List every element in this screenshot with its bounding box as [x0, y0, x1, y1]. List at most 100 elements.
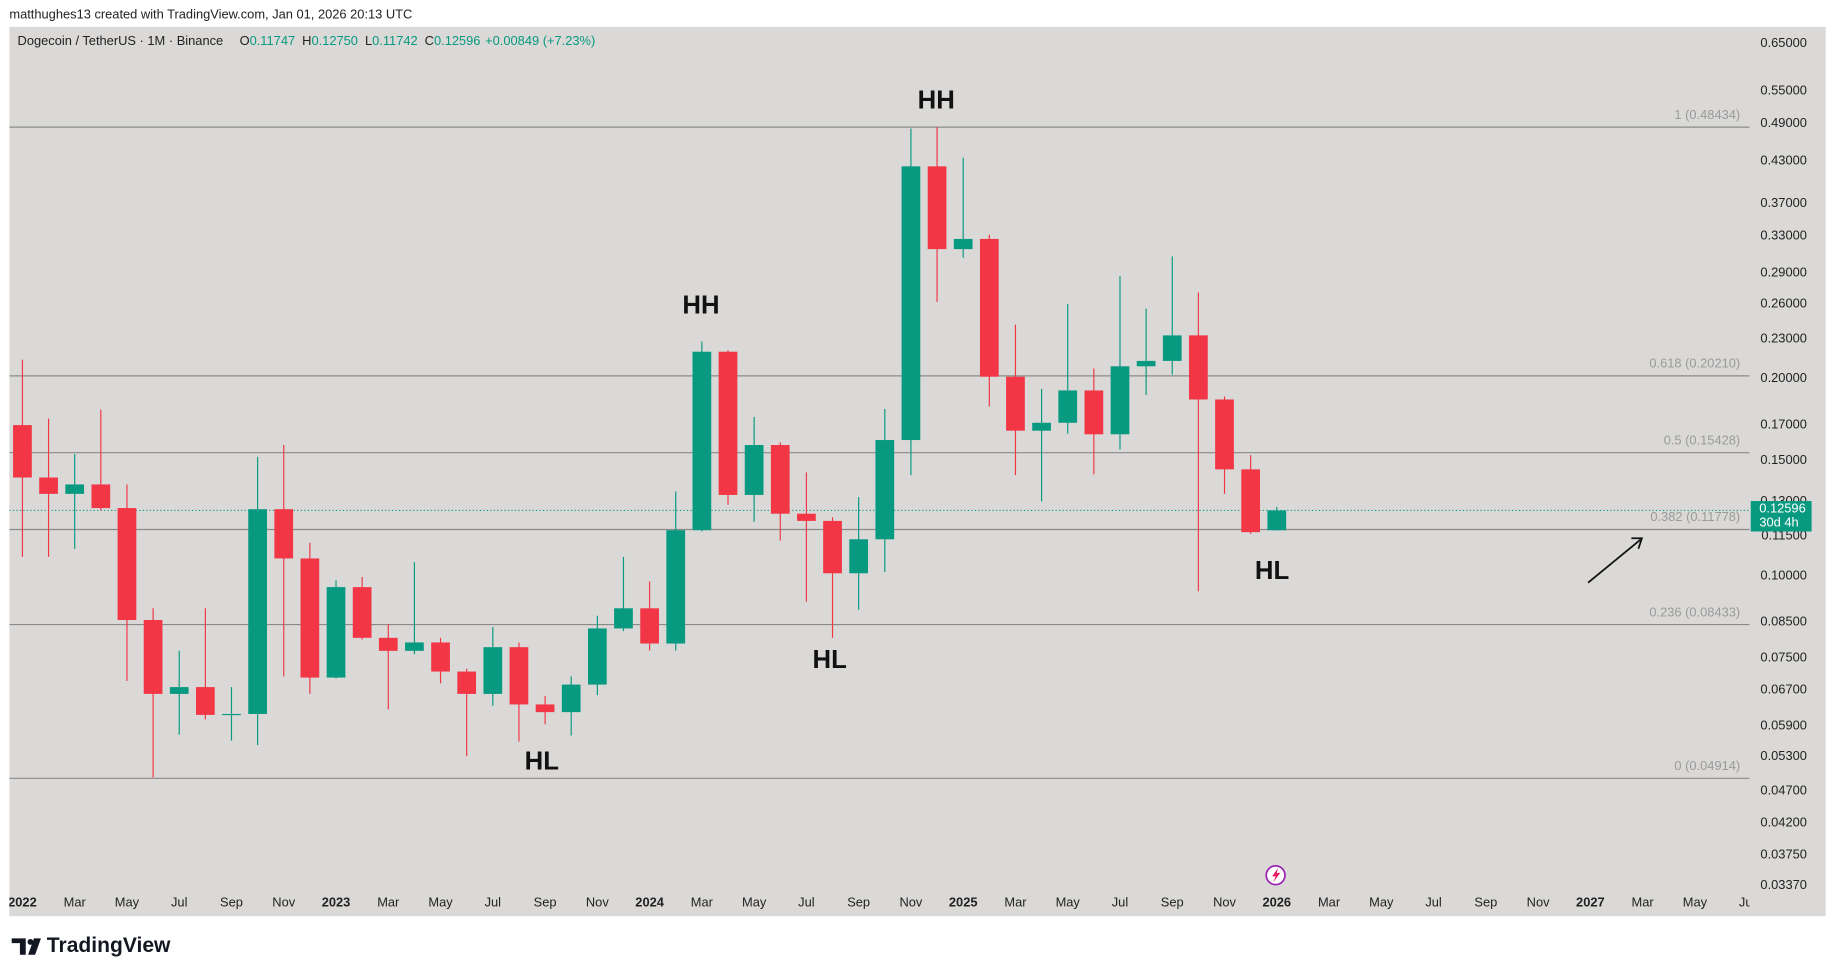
x-tick-label: May — [428, 895, 453, 910]
x-tick-label: Sep — [534, 895, 557, 910]
candle-body — [326, 587, 346, 678]
axes: 0.65000 0.55000 0.49000 0.43000 0.37000 0.330… — [1750, 35, 1812, 892]
candle-body — [1136, 360, 1156, 367]
x-tick-label: May — [742, 895, 767, 910]
candle-body — [1006, 376, 1025, 431]
candle-body — [718, 351, 738, 495]
candle-body — [431, 642, 450, 672]
annotation: HL — [813, 646, 847, 674]
candle-body — [692, 351, 712, 531]
y-tick-label: 0.05300 — [1760, 748, 1806, 763]
x-tick-label: 2026 — [1262, 895, 1291, 910]
candle-body — [1241, 469, 1261, 533]
chart-background — [9, 26, 1826, 917]
x-tick-label: Jul — [1425, 895, 1441, 910]
candle-body — [91, 484, 111, 509]
plot-area: 2022 Mar May Jul Sep Nov 2023 Mar May Jul Sep Nov 20… — [9, 107, 1755, 910]
fib-label: 0.382 (0.11778) — [1650, 509, 1740, 524]
fib-label: 0.618 (0.20210) — [1649, 356, 1740, 371]
price-tag-countdown: 30d 4h — [1759, 515, 1798, 530]
y-tick-label: 0.10000 — [1760, 567, 1806, 582]
ohlc-value: 0.12596 — [434, 34, 480, 49]
price-tag-value: 0.12596 — [1759, 501, 1805, 516]
candle-body — [849, 539, 869, 574]
x-tick-label: Sep — [847, 895, 870, 910]
x-tick-label: Mar — [377, 895, 400, 910]
candle-body — [1189, 335, 1208, 400]
ohlc-value: 0.11742 — [372, 34, 418, 49]
candle-body — [352, 587, 372, 638]
y-tick-label: 0.65000 — [1760, 35, 1806, 50]
y-tick-label: 0.06700 — [1760, 681, 1806, 696]
candle-body — [117, 508, 137, 621]
candle-body — [744, 445, 764, 495]
candle-body — [1162, 335, 1182, 361]
candle-body — [561, 684, 581, 713]
price-tag — [1750, 501, 1812, 532]
x-tick-label: 2027 — [1576, 895, 1605, 910]
x-tick-label: May — [115, 895, 140, 910]
y-tick-label: 0.07500 — [1760, 649, 1806, 664]
candle-body — [13, 425, 32, 478]
y-tick-label: 0.33000 — [1760, 228, 1806, 243]
x-tick-label: Mar — [64, 895, 87, 910]
candle-body — [901, 166, 921, 441]
candle-body — [953, 238, 973, 250]
y-tick-label: 0.55000 — [1760, 82, 1806, 97]
caption: matthughes13 created with TradingView.co… — [9, 7, 412, 22]
candle-body — [770, 445, 790, 514]
candle-body — [1110, 366, 1130, 435]
candle-body — [248, 509, 267, 714]
event-icon — [1265, 864, 1286, 886]
ohlc-value: 0.11747 — [250, 34, 296, 49]
x-tick-label: Sep — [1161, 895, 1184, 910]
x-tick-label: Nov — [1213, 895, 1236, 910]
brand-logo — [11, 938, 41, 955]
y-tick-label: 0.08500 — [1760, 614, 1806, 629]
candle-body — [823, 520, 842, 574]
candle-body — [457, 671, 477, 694]
y-tick-label: 0.03370 — [1760, 877, 1806, 892]
x-tick-label: Jul — [798, 895, 814, 910]
brand: TradingView — [47, 934, 171, 957]
y-tick-label: 0.17000 — [1760, 416, 1806, 431]
candle-body — [483, 647, 503, 694]
candle-body — [300, 558, 320, 678]
candle-body — [614, 608, 633, 629]
y-tick-label: 0.03750 — [1760, 847, 1806, 862]
y-tick-label: 0.43000 — [1760, 152, 1806, 167]
x-tick-label: Mar — [1004, 895, 1027, 910]
y-tick-label: 0.11500 — [1761, 528, 1807, 543]
x-tick-label: Nov — [899, 895, 922, 910]
candle-body — [405, 642, 424, 651]
arrow — [1587, 537, 1644, 584]
candle-body — [143, 620, 163, 694]
x-tick-label: Mar — [1318, 895, 1341, 910]
fib-label: 0 (0.04914) — [1674, 758, 1740, 773]
candle-body — [222, 713, 241, 716]
candle-body — [39, 477, 58, 494]
symbol: Dogecoin / TetherUS · 1M · Binance — [18, 34, 224, 49]
fib-label: 0.5 (0.15428) — [1664, 432, 1741, 447]
candle-body — [274, 509, 294, 559]
x-tick-label: Nov — [272, 895, 295, 910]
x-tick-label: Nov — [586, 895, 609, 910]
x-tick-label: May — [1056, 895, 1081, 910]
y-tick-label: 0.20000 — [1760, 370, 1806, 385]
y-tick-label: 0.15000 — [1760, 452, 1806, 467]
y-tick-label: 0.04700 — [1760, 782, 1806, 797]
annotation: HL — [525, 748, 559, 776]
x-tick-label: Jul — [1739, 895, 1755, 910]
ohlc-name: L — [365, 34, 372, 49]
y-tick-label: 0.37000 — [1760, 195, 1806, 210]
candle-body — [1032, 422, 1051, 431]
annotation: HL — [1255, 557, 1289, 585]
x-tick-label: May — [1369, 895, 1394, 910]
candle-body — [979, 238, 999, 377]
x-tick-label: Jul — [485, 895, 501, 910]
y-tick-label: 0.04200 — [1760, 814, 1806, 829]
x-tick-label: Sep — [1474, 895, 1497, 910]
x-tick-label: Sep — [220, 895, 243, 910]
fib-label: 0.236 (0.08433) — [1649, 604, 1740, 619]
